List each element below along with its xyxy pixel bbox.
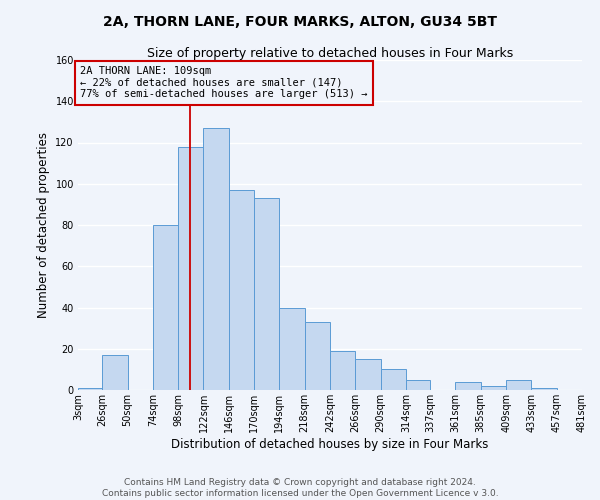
Text: 2A, THORN LANE, FOUR MARKS, ALTON, GU34 5BT: 2A, THORN LANE, FOUR MARKS, ALTON, GU34 … bbox=[103, 15, 497, 29]
Bar bbox=[355, 359, 380, 390]
Text: 2A THORN LANE: 109sqm
← 22% of detached houses are smaller (147)
77% of semi-det: 2A THORN LANE: 109sqm ← 22% of detached … bbox=[80, 66, 368, 100]
Bar bbox=[455, 382, 481, 390]
Bar bbox=[380, 370, 406, 390]
Bar bbox=[532, 388, 557, 390]
Bar bbox=[481, 386, 506, 390]
Bar bbox=[153, 225, 178, 390]
Title: Size of property relative to detached houses in Four Marks: Size of property relative to detached ho… bbox=[147, 47, 513, 60]
Bar bbox=[203, 128, 229, 390]
Bar bbox=[406, 380, 430, 390]
Bar bbox=[229, 190, 254, 390]
Bar bbox=[506, 380, 532, 390]
Bar bbox=[330, 351, 355, 390]
Bar bbox=[178, 146, 203, 390]
Bar bbox=[102, 355, 128, 390]
Y-axis label: Number of detached properties: Number of detached properties bbox=[37, 132, 50, 318]
Bar bbox=[254, 198, 280, 390]
Bar bbox=[305, 322, 330, 390]
Bar bbox=[78, 388, 102, 390]
Text: Contains HM Land Registry data © Crown copyright and database right 2024.
Contai: Contains HM Land Registry data © Crown c… bbox=[101, 478, 499, 498]
X-axis label: Distribution of detached houses by size in Four Marks: Distribution of detached houses by size … bbox=[172, 438, 488, 450]
Bar bbox=[280, 308, 305, 390]
